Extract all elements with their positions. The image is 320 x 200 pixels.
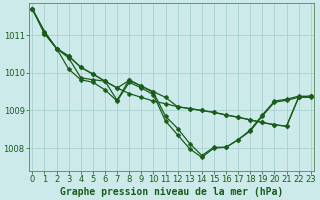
X-axis label: Graphe pression niveau de la mer (hPa): Graphe pression niveau de la mer (hPa) <box>60 186 283 197</box>
